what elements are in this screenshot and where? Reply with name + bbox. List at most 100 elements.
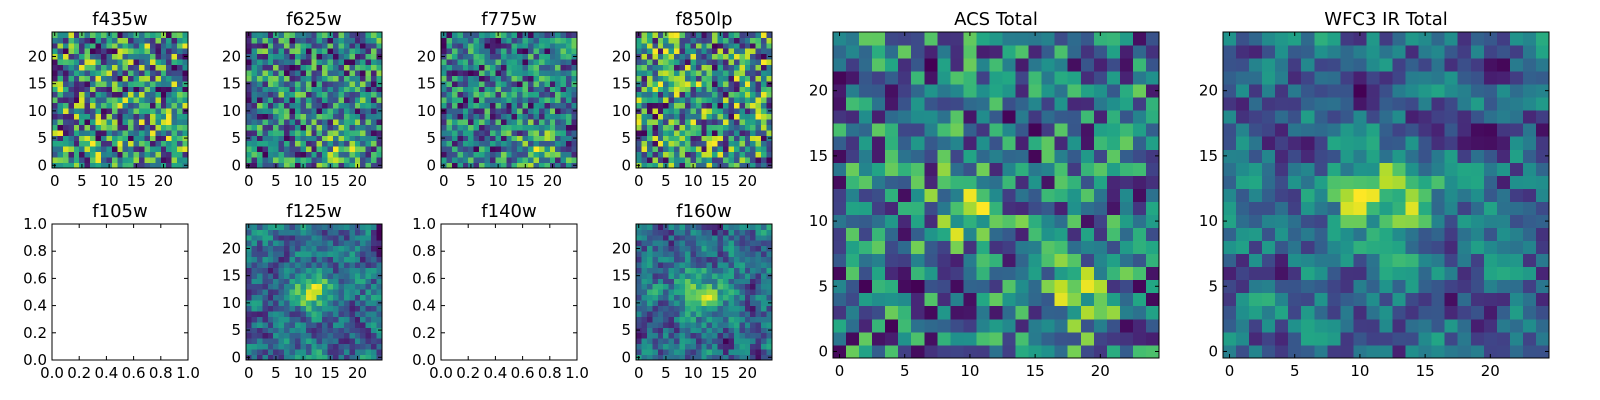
heatmap-cell — [371, 162, 377, 169]
heatmap-cell — [160, 129, 167, 136]
heatmap-cell — [744, 283, 751, 290]
heatmap-cell — [706, 262, 713, 268]
heatmap-cell — [144, 48, 151, 55]
heatmap-cell — [316, 97, 323, 104]
heatmap-cell — [284, 53, 290, 60]
heatmap-cell — [278, 80, 285, 87]
heatmap-cell — [360, 48, 367, 55]
heatmap-cell — [305, 240, 312, 247]
heatmap-cell — [73, 32, 80, 38]
heatmap-cell — [100, 37, 107, 44]
heatmap-cell — [451, 102, 458, 109]
heatmap-cell — [256, 97, 263, 104]
heatmap-cell — [144, 119, 151, 125]
heatmap-cell — [316, 124, 323, 131]
heatmap-cell — [1093, 123, 1108, 137]
heatmap-cell — [338, 86, 345, 93]
heatmap-cell — [479, 70, 485, 76]
heatmap-cell — [311, 102, 318, 109]
heatmap-cell — [766, 86, 773, 93]
heatmap-cell — [761, 283, 767, 290]
heatmap-cell — [511, 119, 518, 125]
heatmap-cell — [739, 59, 746, 66]
heatmap-cell — [90, 157, 96, 163]
heatmap-cell — [294, 162, 301, 169]
heatmap-cell — [571, 37, 578, 44]
heatmap-cell — [122, 129, 129, 136]
heatmap-cell — [100, 75, 107, 82]
heatmap-cell — [57, 75, 64, 82]
heatmap-cell — [349, 162, 356, 169]
heatmap-cell — [636, 113, 642, 120]
heatmap-cell — [1457, 214, 1472, 228]
heatmap-cell — [566, 91, 572, 98]
heatmap-cell — [652, 354, 659, 361]
heatmap-cell — [750, 321, 757, 328]
heatmap-cell — [1002, 32, 1016, 46]
heatmap-cell — [327, 294, 334, 301]
heatmap-cell — [641, 240, 648, 247]
heatmap-cell — [1106, 318, 1121, 333]
heatmap-cell — [251, 48, 258, 55]
heatmap-cell — [652, 53, 659, 60]
heatmap-cell — [273, 349, 280, 355]
heatmap-cell — [668, 294, 675, 301]
heatmap-cell — [251, 32, 258, 38]
heatmap-cell — [1119, 175, 1134, 189]
y-tick-label: 1.0 — [412, 215, 436, 233]
heatmap-cell — [117, 64, 124, 71]
heatmap-cell — [489, 32, 496, 38]
heatmap-cell — [695, 289, 702, 296]
heatmap-cell — [267, 108, 274, 114]
heatmap-cell — [451, 162, 458, 169]
heatmap-cell — [646, 343, 653, 350]
heatmap-cell — [668, 108, 675, 114]
heatmap-cell — [859, 188, 873, 202]
heatmap-cell — [305, 294, 312, 301]
panel-title: f850lp — [675, 9, 732, 30]
heatmap-cell — [872, 58, 886, 72]
heatmap-cell — [289, 240, 296, 247]
heatmap-cell — [755, 240, 762, 247]
heatmap-cell — [755, 59, 762, 66]
heatmap-cell — [166, 97, 173, 104]
heatmap-cell — [106, 42, 113, 49]
heatmap-cell — [1353, 344, 1367, 359]
heatmap-cell — [733, 294, 740, 301]
heatmap-cell — [251, 251, 258, 258]
heatmap-cell — [305, 321, 312, 328]
heatmap-cell — [155, 119, 162, 125]
heatmap-cell — [262, 113, 269, 120]
heatmap-cell — [349, 146, 356, 153]
heatmap-cell — [177, 32, 183, 38]
heatmap-cell — [755, 316, 762, 323]
heatmap-cell — [544, 53, 551, 60]
heatmap-cell — [484, 113, 491, 120]
heatmap-cell — [963, 214, 977, 228]
heatmap-cell — [733, 267, 740, 274]
heatmap-cell — [256, 53, 263, 60]
heatmap-cell — [911, 318, 925, 333]
heatmap-cell — [256, 349, 263, 355]
heatmap-cell — [950, 292, 964, 307]
heatmap-cell — [311, 311, 318, 317]
heatmap-cell — [149, 53, 156, 60]
heatmap-cell — [679, 283, 686, 290]
heatmap-cell — [755, 97, 762, 104]
heatmap-cell — [744, 146, 751, 153]
heatmap-cell — [646, 53, 653, 60]
heatmap-cell — [712, 91, 718, 98]
heatmap-cell — [73, 162, 80, 169]
heatmap-cell — [761, 37, 767, 44]
heatmap-cell — [1054, 188, 1069, 202]
heatmap-cell — [278, 135, 285, 142]
heatmap-cell — [457, 37, 464, 44]
heatmap-cell — [327, 256, 334, 263]
heatmap-cell — [712, 113, 718, 120]
heatmap-cell — [1106, 201, 1121, 215]
axes-frame — [440, 223, 578, 361]
heatmap-cell — [755, 262, 762, 268]
heatmap-cell — [885, 162, 899, 176]
heatmap-cell — [739, 321, 746, 328]
